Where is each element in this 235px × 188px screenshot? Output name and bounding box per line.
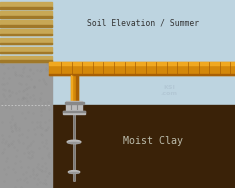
Bar: [0, 25, 52, 27]
Bar: [63, 111, 85, 114]
Bar: [49, 62, 235, 65]
Bar: [64, 102, 84, 104]
Ellipse shape: [68, 142, 80, 144]
Bar: [0, 29, 52, 36]
Bar: [66, 101, 82, 111]
Ellipse shape: [68, 171, 80, 173]
Text: KSI
.com: KSI .com: [161, 85, 178, 96]
Bar: [0, 56, 52, 62]
Text: Moist Clay: Moist Clay: [123, 136, 183, 146]
Bar: [0, 34, 52, 36]
Bar: [0, 11, 52, 18]
Bar: [0, 43, 52, 44]
Bar: [0, 61, 52, 62]
Bar: [0, 47, 52, 53]
Bar: [77, 75, 78, 103]
Ellipse shape: [67, 140, 81, 144]
Bar: [0, 20, 52, 27]
Bar: [0, 38, 52, 44]
Text: Soil Elevation / Summer: Soil Elevation / Summer: [87, 18, 200, 27]
Bar: [49, 62, 235, 75]
Ellipse shape: [69, 172, 79, 173]
Bar: [63, 111, 85, 112]
Bar: [0, 113, 52, 188]
Bar: [52, 105, 235, 188]
Bar: [49, 74, 235, 75]
Bar: [70, 75, 78, 103]
Bar: [0, 62, 52, 188]
Bar: [0, 52, 52, 53]
Bar: [0, 7, 52, 9]
Bar: [0, 16, 52, 18]
Bar: [0, 2, 52, 9]
Bar: [70, 75, 72, 103]
